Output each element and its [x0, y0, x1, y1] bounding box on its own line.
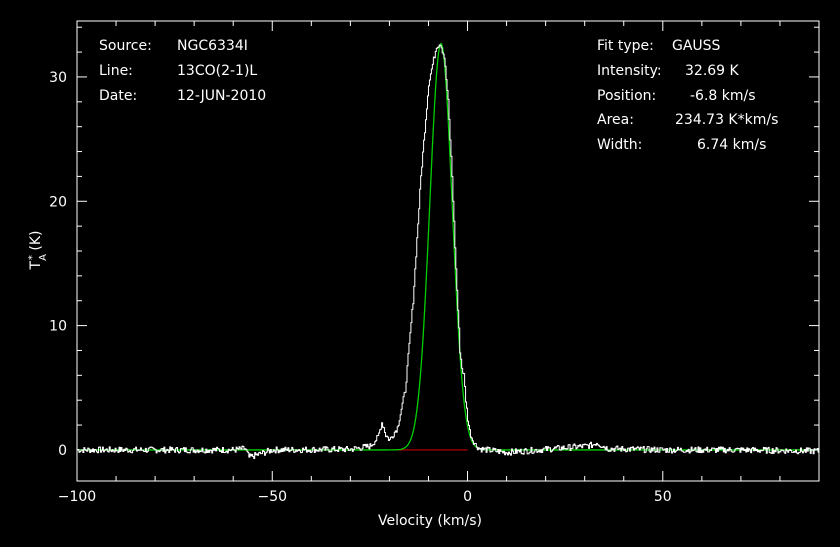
y-tick-label: 0: [58, 443, 67, 459]
source-label: Source:: [99, 38, 152, 54]
y-tick-label: 10: [49, 319, 67, 335]
tick-labels: −100 −50 0 50 0 10 20 30: [49, 70, 672, 505]
svg-text:TA* (K): TA* (K): [27, 231, 49, 271]
source-value: NGC6334I: [177, 38, 248, 54]
position-value: -6.8 km/s: [690, 88, 756, 104]
info-left: Source: NGC6334I Line: 13CO(2-1)L Date: …: [99, 38, 266, 104]
y-tick-label: 20: [49, 194, 67, 210]
x-tick-label: 0: [463, 489, 472, 505]
fit-type-label: Fit type:: [597, 38, 654, 54]
width-value: 6.74 km/s: [697, 137, 766, 153]
position-label: Position:: [597, 88, 656, 104]
line-label: Line:: [99, 63, 133, 79]
intensity-label: Intensity:: [597, 63, 662, 79]
width-label: Width:: [597, 137, 642, 153]
line-value: 13CO(2-1)L: [177, 63, 257, 79]
x-tick-label: −100: [58, 489, 96, 505]
area-value: 234.73 K*km/s: [675, 112, 778, 128]
fit-type-value: GAUSS: [672, 38, 721, 54]
intensity-value: 32.69 K: [685, 63, 740, 79]
spectrum-line: [77, 44, 820, 459]
y-axis-label: TA* (K): [27, 231, 49, 271]
gaussian-fit-curve: [77, 42, 819, 451]
x-tick-label: −50: [257, 489, 287, 505]
date-label: Date:: [99, 88, 137, 104]
x-axis-label: Velocity (km/s): [378, 513, 482, 529]
axis-ticks: [76, 21, 820, 481]
y-tick-label: 30: [49, 70, 67, 86]
info-right: Fit type: GAUSS Intensity: 32.69 K Posit…: [597, 38, 778, 153]
date-value: 12-JUN-2010: [177, 88, 266, 104]
x-tick-label: 50: [654, 489, 672, 505]
area-label: Area:: [597, 112, 634, 128]
